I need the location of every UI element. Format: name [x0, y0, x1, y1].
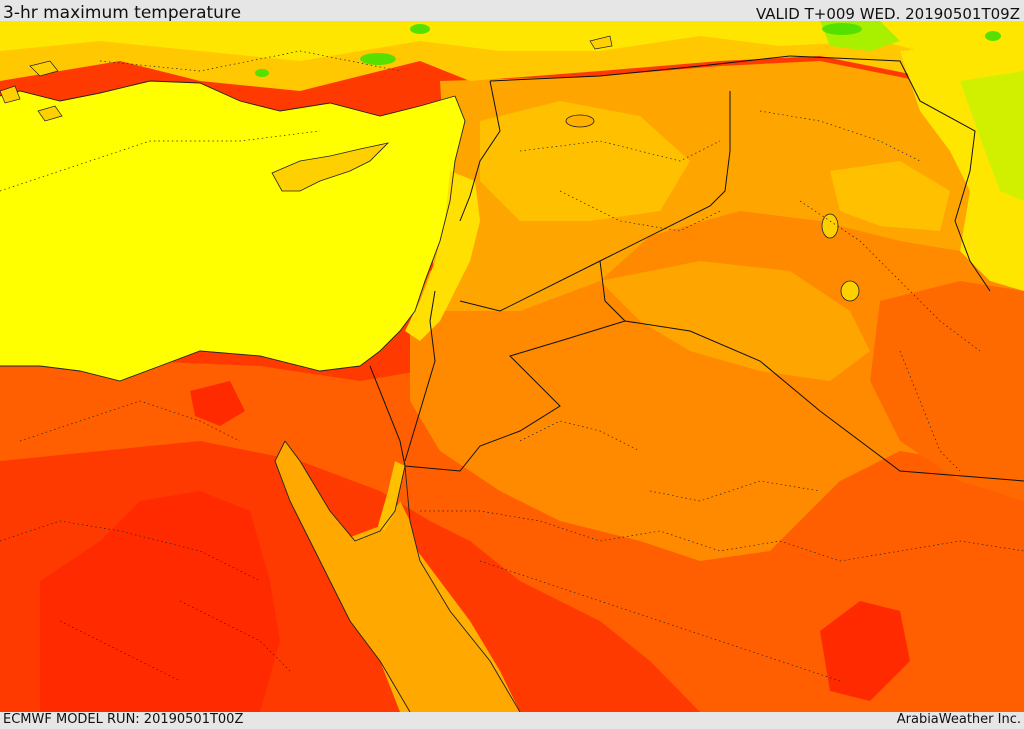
admin-borders	[0, 50, 1024, 682]
field-orange-central	[600, 261, 870, 381]
field-hot-sinai	[190, 381, 245, 426]
field-iraq-red	[870, 281, 1024, 501]
country-borders	[369, 55, 1024, 482]
valid-time-label: VALID T+009 WED. 20190501T09Z	[755, 5, 1020, 23]
credit-label: ArabiaWeather Inc.	[896, 712, 1021, 727]
field-green-patch-5	[255, 69, 269, 77]
field-green-patch-3	[822, 23, 862, 35]
map-title: 3-hr maximum temperature	[3, 3, 242, 23]
field-light-orange-2	[830, 161, 950, 231]
model-run-label: ECMWF MODEL RUN: 20190501T00Z	[3, 712, 244, 727]
field-hot-egypt	[40, 491, 280, 712]
field-east-greenyellow	[960, 71, 1024, 201]
cyprus-island	[271, 142, 390, 192]
red-sea	[275, 441, 520, 712]
temperature-map[interactable]	[0, 21, 1024, 712]
field-green-patch-2	[410, 24, 430, 34]
header-bar: 3-hr maximum temperature VALID T+009 WED…	[0, 0, 1024, 23]
field-light-orange	[480, 101, 690, 221]
lake-razzaza	[840, 280, 860, 302]
field-north-yellow	[0, 21, 1024, 81]
footer-bar: ECMWF MODEL RUN: 20190501T00Z ArabiaWeat…	[0, 712, 1024, 729]
coastlines	[0, 80, 521, 712]
aegean-islands	[0, 35, 613, 122]
levant-coast-band	[405, 171, 480, 341]
field-hot-arabia	[820, 601, 910, 701]
lake-tharthar	[821, 213, 839, 239]
gulf-of-aqaba	[378, 461, 405, 531]
map-canvas[interactable]	[0, 21, 1024, 712]
field-green-patch-4	[985, 31, 1001, 41]
lake-assad	[565, 114, 595, 128]
field-green-patch	[360, 53, 396, 65]
